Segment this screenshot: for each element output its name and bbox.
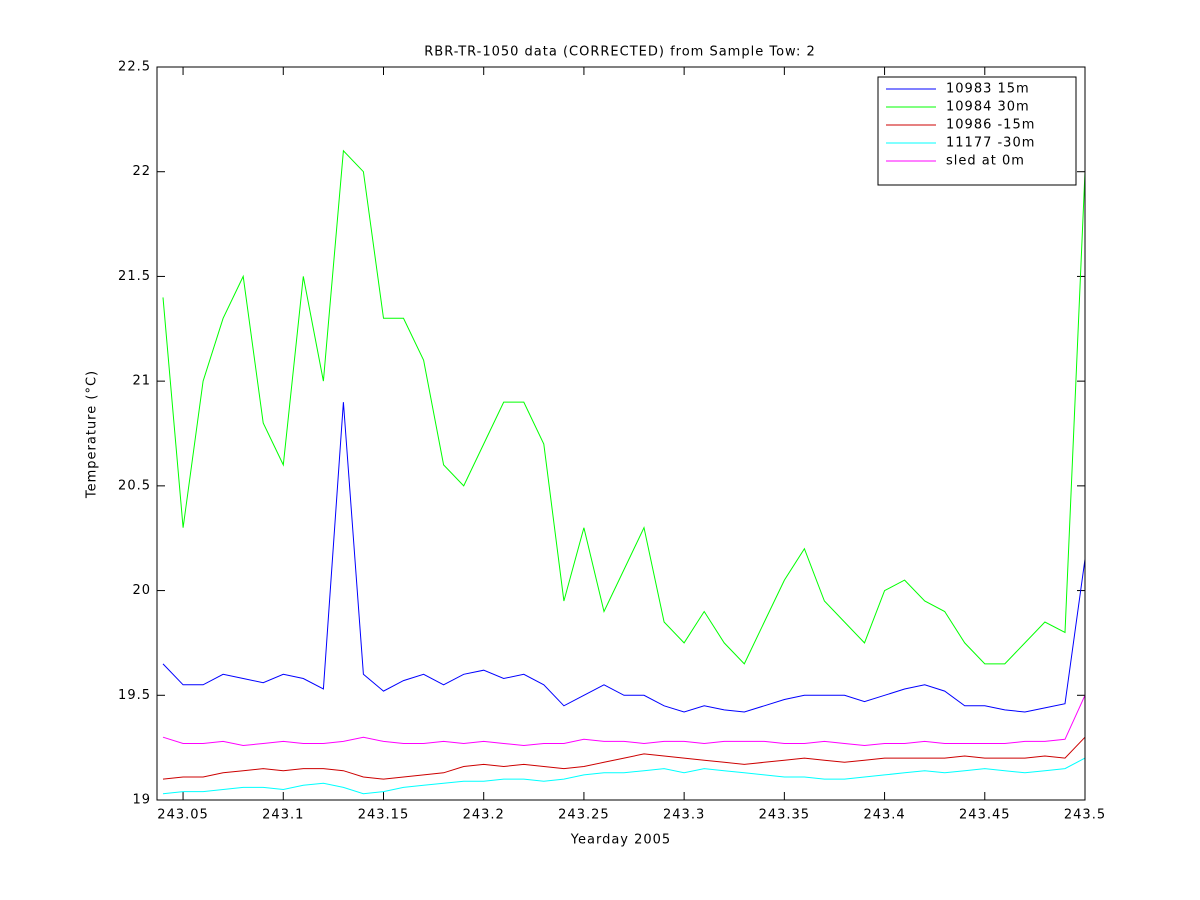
y-tick-label: 22.5 (118, 60, 151, 75)
y-tick-label: 21.5 (118, 269, 151, 284)
legend-label: 10986 -15m (946, 118, 1035, 133)
y-tick-label: 19 (132, 793, 151, 808)
data-line (162, 757, 1086, 795)
legend-label: sled at 0m (946, 154, 1025, 169)
y-tick-label: 20 (132, 583, 151, 598)
data-line (162, 402, 1086, 713)
x-tick-label: 243.15 (358, 808, 410, 823)
x-axis-label: Yearday 2005 (570, 833, 671, 848)
data-line (162, 695, 1086, 747)
y-tick-label: 21 (132, 374, 151, 389)
x-tick-label: 243.3 (663, 808, 705, 823)
x-tick-label: 243.45 (959, 808, 1011, 823)
y-tick-label: 19.5 (118, 688, 151, 703)
y-tick-label: 22 (132, 164, 151, 179)
legend-label: 11177 -30m (946, 136, 1035, 151)
y-tick-label: 20.5 (118, 478, 151, 493)
axes-box (156, 66, 1086, 801)
plot-area (157, 67, 1085, 800)
legend-box (877, 76, 1077, 186)
y-axis-label: Temperature (°C) (85, 370, 100, 499)
x-tick-label: 243.2 (463, 808, 505, 823)
data-line (162, 149, 1086, 665)
x-tick-label: 243.25 (558, 808, 610, 823)
legend-label: 10983 15m (946, 82, 1030, 97)
x-tick-label: 243.4 (863, 808, 905, 823)
x-tick-label: 243.35 (759, 808, 811, 823)
x-tick-label: 243.1 (262, 808, 304, 823)
x-tick-label: 243.5 (1064, 808, 1106, 823)
legend-label: 10984 30m (946, 100, 1030, 115)
data-line (162, 736, 1086, 780)
x-tick-label: 243.05 (157, 808, 209, 823)
chart-title: RBR-TR-1050 data (CORRECTED) from Sample… (424, 45, 815, 60)
